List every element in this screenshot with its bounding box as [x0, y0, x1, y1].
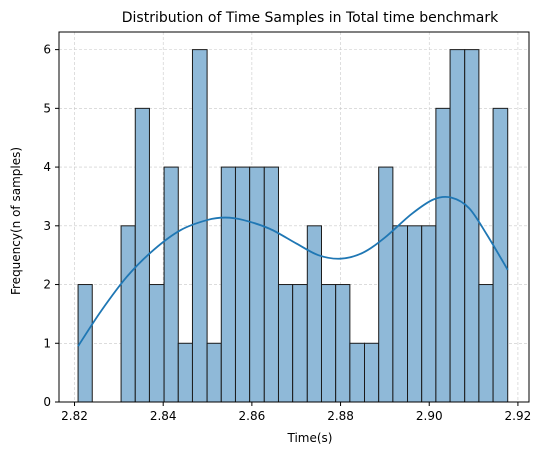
y-tick-label: 3 — [43, 219, 51, 233]
histogram-bar — [364, 342, 380, 403]
histogram-bar — [449, 49, 466, 403]
y-tick-label: 4 — [43, 160, 51, 174]
histogram-bar — [335, 284, 351, 403]
histogram-bar — [220, 166, 236, 403]
histogram-bar — [234, 166, 251, 403]
x-tick-label: 2.88 — [327, 409, 354, 423]
histogram-bar — [292, 284, 308, 403]
histogram-bar — [320, 284, 337, 403]
histogram-bar — [492, 107, 509, 403]
histogram-bar — [435, 107, 451, 403]
histogram-bar — [378, 166, 394, 403]
x-tick-label: 2.82 — [61, 409, 88, 423]
x-tick-label: 2.86 — [239, 409, 266, 423]
histogram-bar — [407, 225, 423, 403]
histogram-bar — [349, 342, 365, 403]
y-tick-label: 0 — [43, 395, 51, 409]
histogram-bar — [392, 225, 409, 403]
histogram-bar — [206, 342, 222, 403]
histogram-bar — [148, 284, 165, 403]
x-axis-ticks: 2.82 2.84 2.86 2.88 2.90 2.92 — [61, 402, 531, 423]
histogram-bar — [263, 166, 279, 403]
histogram-bar — [277, 284, 294, 403]
histogram-bar — [120, 225, 136, 403]
chart-title: Distribution of Time Samples in Total ti… — [122, 10, 499, 26]
x-tick-label: 2.90 — [416, 409, 443, 423]
y-tick-label: 2 — [43, 278, 51, 292]
y-tick-label: 1 — [43, 336, 51, 350]
histogram-bar — [464, 49, 480, 403]
histogram-bar — [478, 284, 494, 403]
histogram-bar — [306, 225, 322, 403]
x-tick-label: 2.92 — [505, 409, 532, 423]
histogram-bar — [421, 225, 437, 403]
bars — [77, 49, 509, 403]
y-tick-label: 5 — [43, 101, 51, 115]
histogram-bar — [249, 166, 265, 403]
y-axis-ticks: 0 1 2 3 4 5 6 — [43, 43, 59, 409]
x-axis-label: Time(s) — [287, 431, 333, 445]
histogram-bar — [177, 342, 193, 403]
x-tick-label: 2.84 — [150, 409, 177, 423]
histogram-bar — [191, 49, 208, 403]
kde-curve — [77, 195, 509, 347]
plot-frame — [58, 31, 530, 403]
y-tick-label: 6 — [43, 43, 51, 57]
histogram-bar — [163, 166, 179, 403]
y-axis-label: Frequency(n of samples) — [9, 147, 23, 295]
